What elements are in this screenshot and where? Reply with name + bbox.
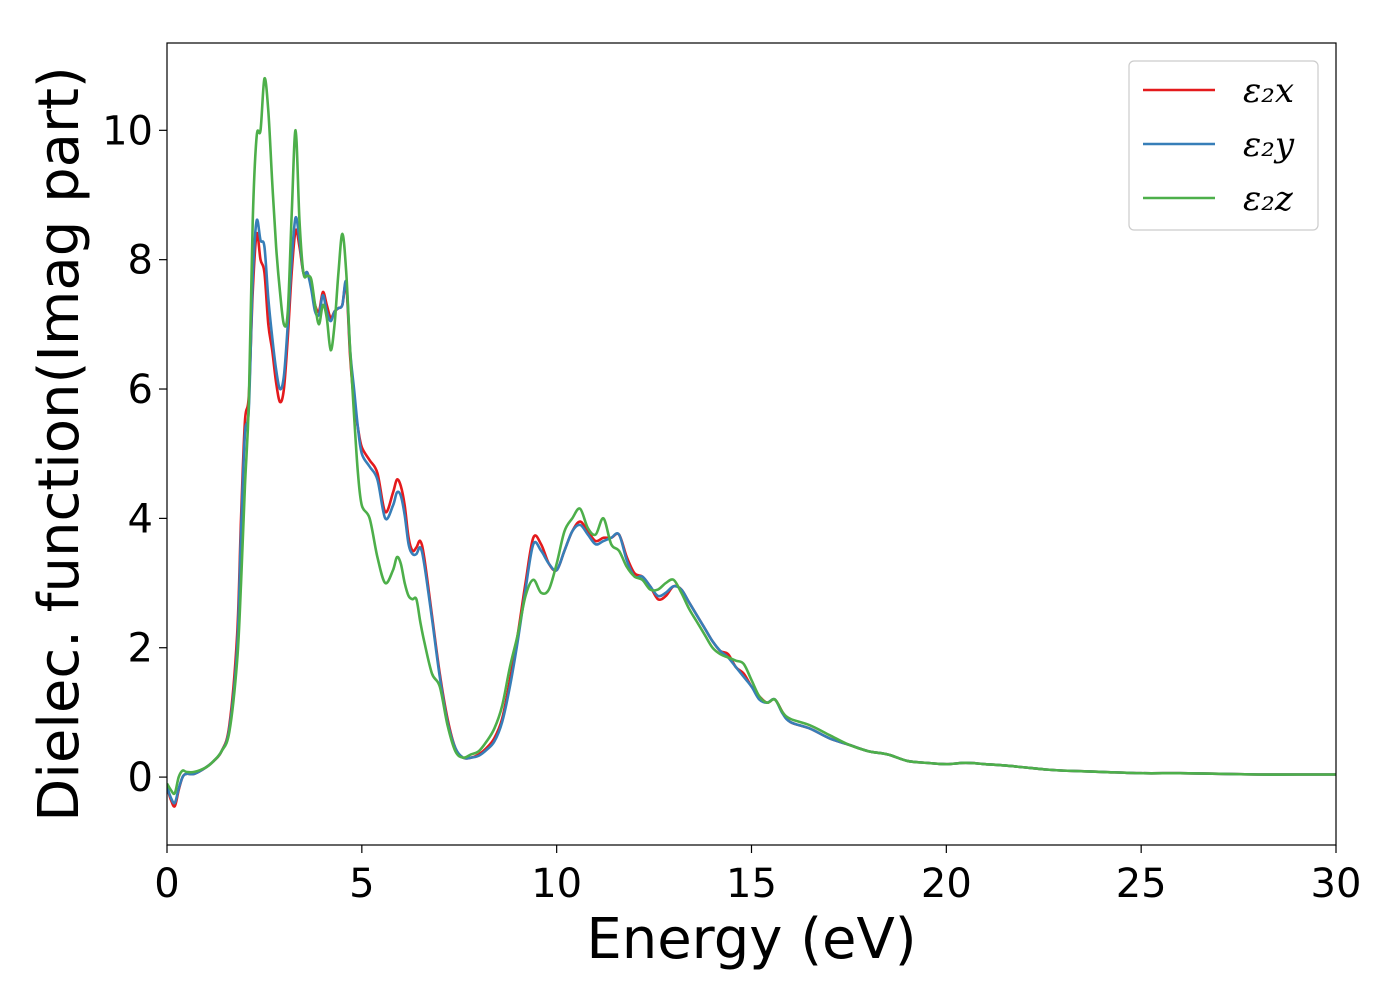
x-tick-label: 15	[726, 861, 777, 907]
series-layer	[167, 77, 1336, 808]
legend-box	[1128, 60, 1319, 231]
legend-label: ε₂z	[1243, 179, 1294, 219]
y-axis-ticks: 0 2 4 6 8 10	[102, 108, 167, 801]
y-tick-label: 6	[128, 367, 153, 413]
series-line-3	[167, 77, 1336, 796]
x-tick-label: 5	[349, 861, 374, 907]
legend-label: ε₂y	[1243, 125, 1295, 165]
y-tick-label: 4	[128, 496, 153, 542]
x-tick-label: 10	[531, 861, 582, 907]
legend-label: ε₂x	[1243, 71, 1294, 111]
y-tick-label: 0	[128, 755, 153, 801]
x-tick-label: 20	[921, 861, 972, 907]
y-tick-label: 2	[128, 626, 153, 672]
x-axis-ticks: 0 5 10 15 20 25 30	[154, 845, 1361, 907]
x-tick-label: 0	[154, 861, 179, 907]
y-axis-title: Dielec. function(Imag part)	[27, 66, 92, 822]
legend: ε₂x ε₂y ε₂z	[1128, 60, 1319, 231]
series-line-2	[167, 215, 1336, 805]
x-tick-label: 25	[1116, 861, 1167, 907]
x-axis-title: Energy (eV)	[586, 907, 916, 972]
x-tick-label: 30	[1311, 861, 1362, 907]
y-tick-label: 10	[102, 108, 153, 154]
y-tick-label: 8	[128, 238, 153, 284]
